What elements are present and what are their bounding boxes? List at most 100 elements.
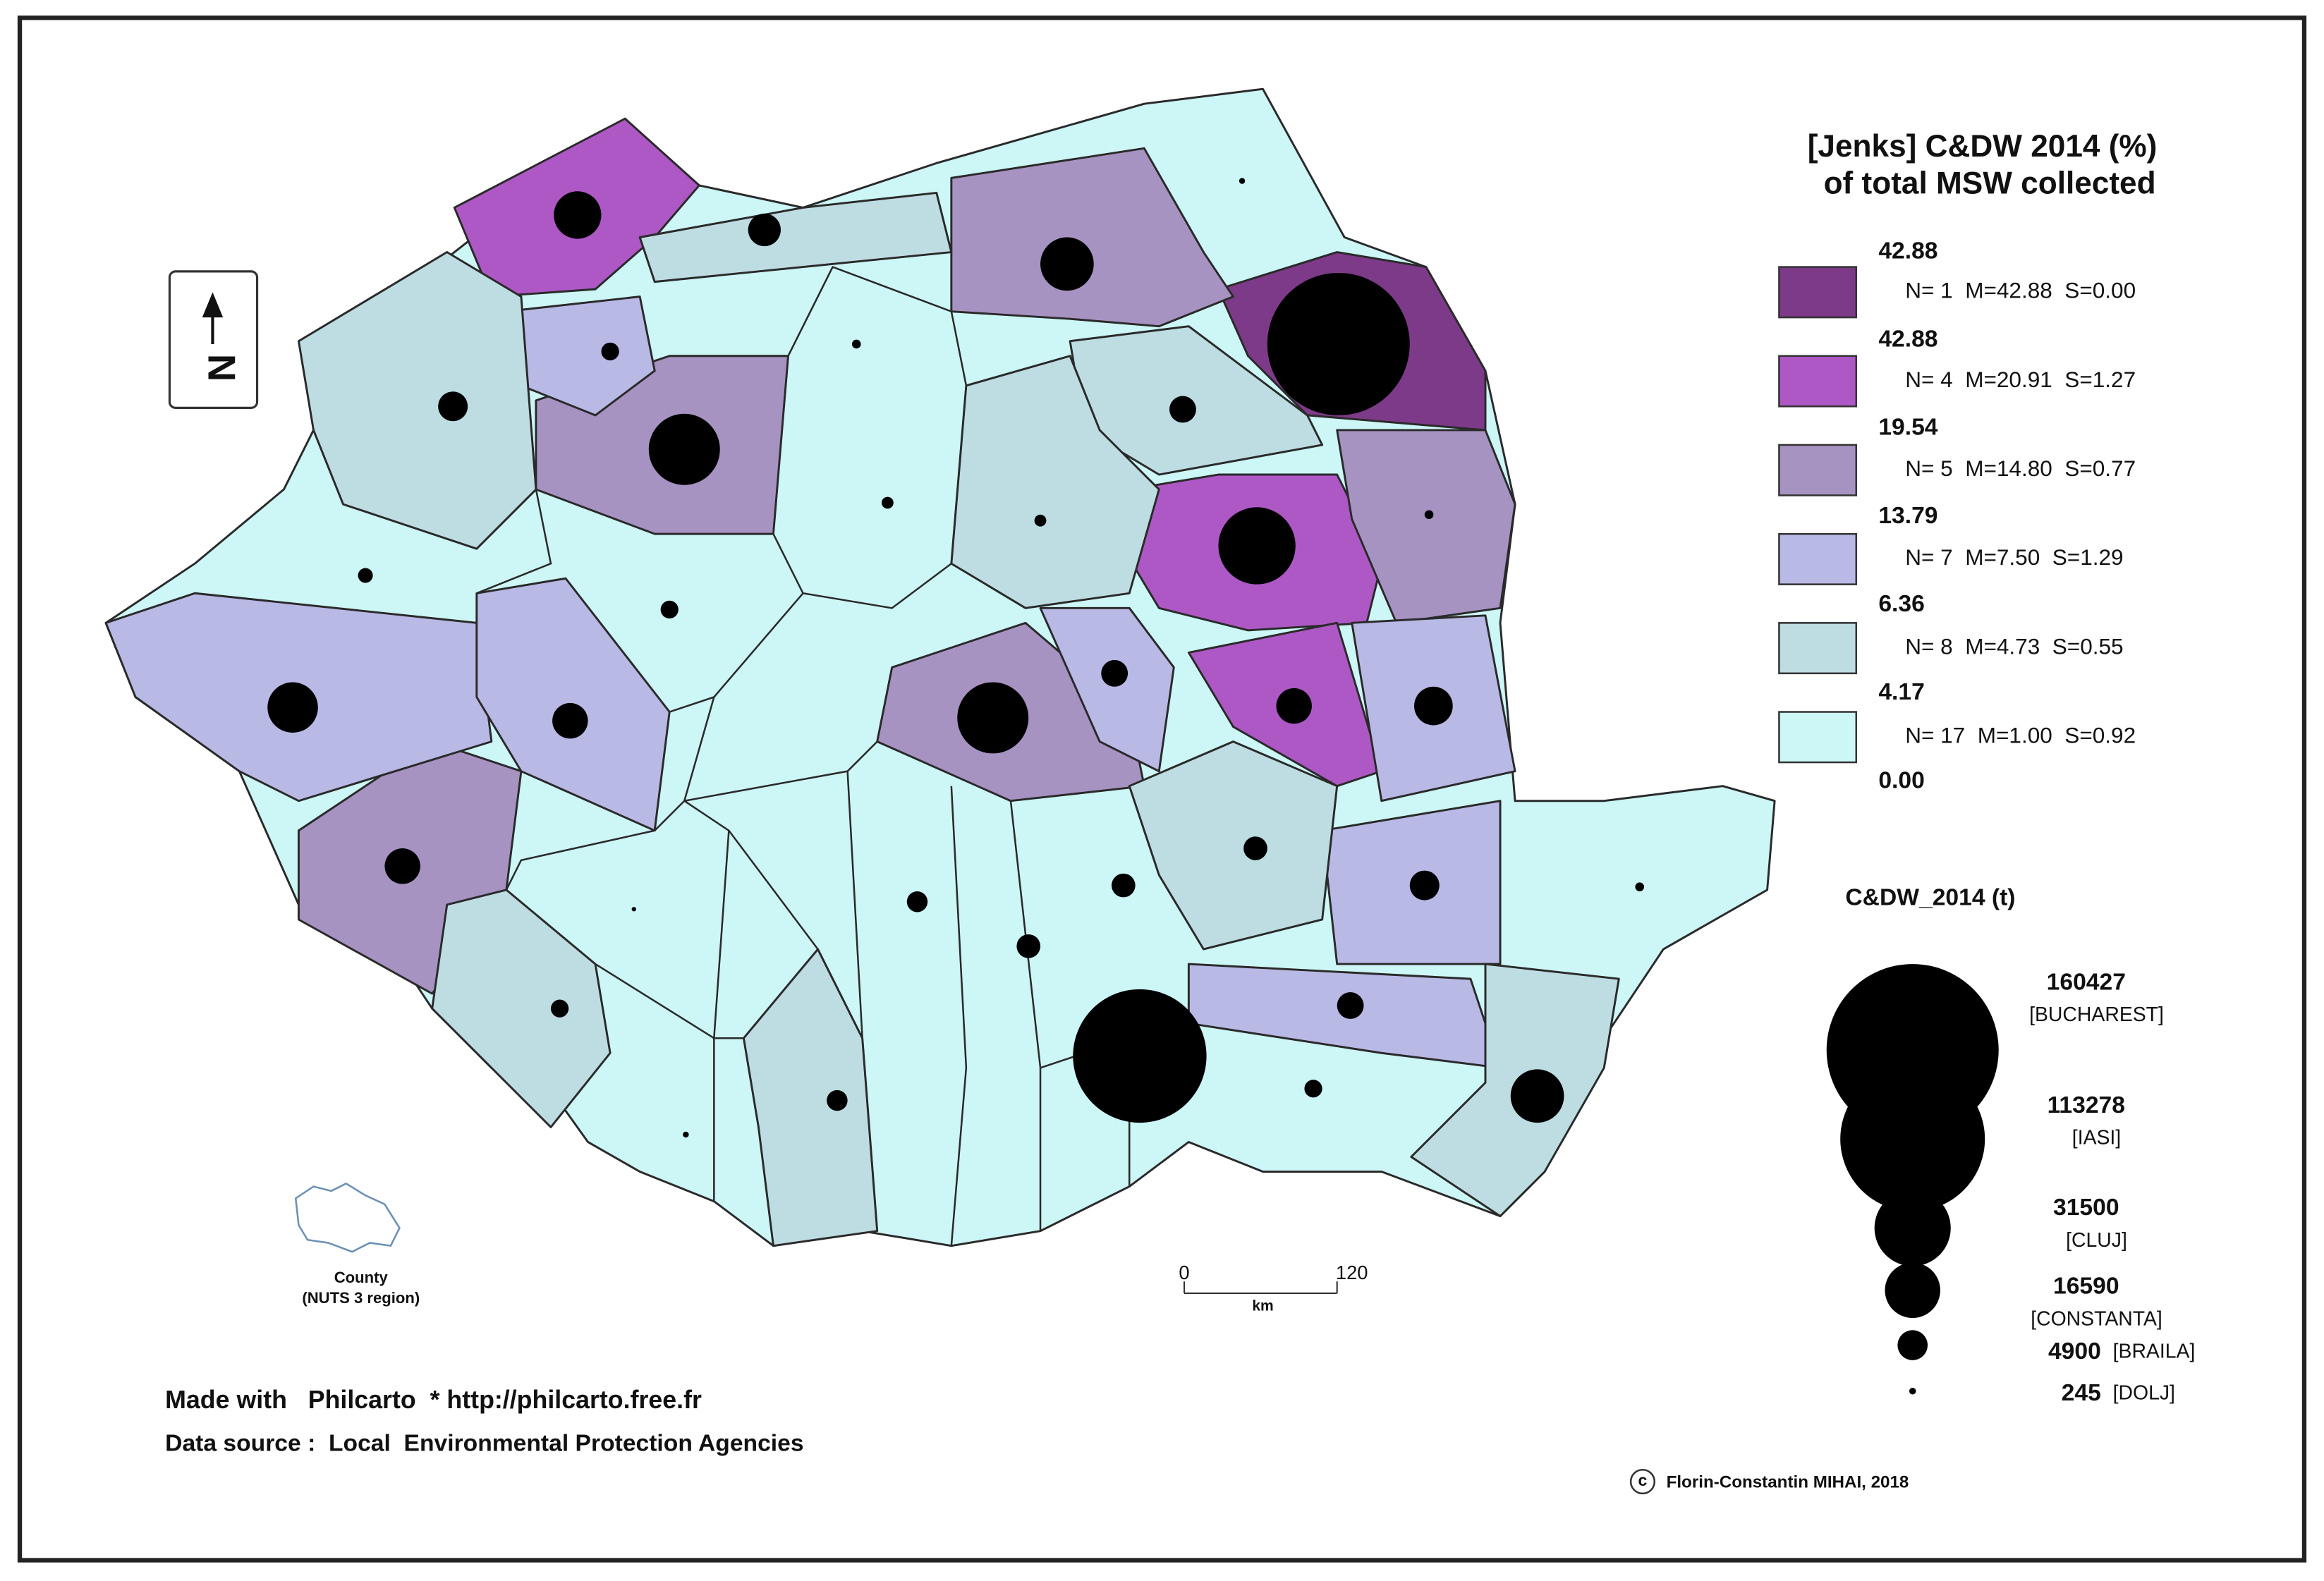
circle — [1239, 178, 1246, 184]
circle — [1040, 237, 1094, 291]
class-stats: N= 1 M=42.88 S=0.00 — [1905, 278, 2136, 303]
circle — [1276, 688, 1312, 724]
class-break: 0.00 — [1878, 767, 1924, 793]
legend-title: [Jenks] C&DW 2014 (%) — [1808, 129, 2158, 164]
class-stats: N= 17 M=1.00 S=0.92 — [1905, 723, 2136, 748]
circle — [1337, 992, 1364, 1019]
class-swatch — [1778, 711, 1858, 764]
size-legend-label: [CLUJ] — [2066, 1229, 2127, 1252]
class-break: 42.88 — [1878, 326, 1937, 353]
class-break: 19.54 — [1878, 415, 1937, 441]
class-break: 42.88 — [1878, 238, 1937, 264]
size-legend-circle — [1840, 1066, 1985, 1211]
inset-label: (NUTS 3 region) — [302, 1289, 420, 1307]
circle — [1424, 510, 1434, 520]
size-legend: 160427 [BUCHAREST] 113278 [IASI] 31500 [CLUJ]… — [1826, 964, 2196, 1406]
size-legend-circle — [1874, 1190, 1951, 1266]
copyright-mark: c — [1638, 1471, 1647, 1489]
class-stats: N= 8 M=4.73 S=0.55 — [1905, 633, 2123, 659]
north-arrow-head — [202, 292, 224, 318]
inset-outline — [294, 1182, 401, 1253]
size-legend-value: 160427 — [2047, 969, 2126, 995]
circle — [384, 848, 420, 884]
circle — [660, 600, 679, 619]
class-swatch — [1778, 444, 1858, 496]
scale-end: 120 — [1336, 1262, 1368, 1283]
credit: Made with Philcarto * http://philcarto.f… — [165, 1386, 702, 1414]
circle — [438, 391, 468, 422]
circle — [1267, 272, 1410, 415]
county — [950, 355, 1160, 609]
size-legend-label: [BUCHAREST] — [2029, 1003, 2164, 1026]
county — [297, 251, 537, 550]
circle — [267, 682, 318, 733]
copyright-circle — [1629, 1468, 1656, 1495]
circle — [906, 891, 928, 912]
credit: Data source : Local Environmental Protec… — [165, 1430, 803, 1456]
inset-label: County — [334, 1269, 389, 1286]
circle — [683, 1131, 689, 1138]
circle — [881, 496, 894, 509]
circle — [1414, 686, 1453, 726]
circle — [1111, 873, 1136, 898]
legend-title: of total MSW collected — [1824, 166, 2156, 201]
circle — [554, 191, 602, 239]
class-swatch — [1778, 532, 1858, 585]
county — [1336, 429, 1516, 624]
county — [638, 191, 953, 283]
circle — [1243, 836, 1267, 860]
county-borders — [476, 265, 1131, 1246]
circle — [1034, 514, 1047, 527]
copyright: Florin-Constantin MIHAI, 2018 — [1667, 1473, 1909, 1492]
circle — [851, 339, 861, 349]
class-swatch — [1778, 266, 1858, 319]
scale-start: 0 — [1179, 1262, 1189, 1283]
circle — [550, 999, 569, 1018]
class-stats: N= 4 M=20.91 S=1.27 — [1905, 367, 2136, 392]
circle — [1304, 1080, 1322, 1098]
circle — [648, 413, 720, 485]
circle — [1635, 882, 1645, 892]
class-break: 13.79 — [1878, 503, 1937, 529]
class-swatch — [1778, 355, 1858, 408]
circle — [827, 1089, 848, 1111]
frame — [17, 16, 2307, 1563]
circle — [1016, 934, 1041, 958]
class-stats: N= 5 M=14.80 S=0.77 — [1905, 456, 2136, 481]
county — [431, 889, 612, 1128]
circle — [1073, 989, 1207, 1123]
circle — [957, 682, 1029, 754]
size-legend-value: 245 — [2062, 1380, 2101, 1406]
class-break: 4.17 — [1878, 679, 1924, 705]
north-arrow: N — [168, 270, 259, 409]
north-label: N — [200, 354, 243, 381]
county — [1128, 740, 1339, 951]
class-swatch — [1778, 622, 1858, 675]
class-legend: 42.88 42.88 19.54 13.79 6.36 4.17 0.00 N= 1 M=4… — [1778, 238, 2136, 793]
scale-unit: km — [1252, 1298, 1273, 1314]
size-legend-value: 16590 — [2053, 1273, 2119, 1299]
county — [950, 147, 1234, 328]
size-legend-circle — [1897, 1330, 1928, 1360]
size-legend-circle — [1909, 1388, 1916, 1395]
scale-bar: 0 120 km — [1179, 1262, 1368, 1314]
country-map — [104, 87, 1776, 1247]
size-legend-label: [CONSTANTA] — [2031, 1307, 2162, 1330]
class-break: 6.36 — [1878, 591, 1924, 617]
circle — [1409, 870, 1440, 901]
proportional-circles — [267, 178, 1645, 1138]
circle — [631, 907, 636, 912]
circle — [1510, 1069, 1564, 1123]
circle — [748, 213, 781, 247]
size-legend-label: [DOLJ] — [2113, 1381, 2175, 1404]
class-stats: N= 7 M=7.50 S=1.29 — [1905, 544, 2123, 570]
circle — [358, 568, 373, 583]
inset: County (NUTS 3 region) — [294, 1182, 420, 1307]
size-legend-value: 113278 — [2048, 1092, 2125, 1118]
size-legend-label: [BRAILA] — [2113, 1341, 2196, 1363]
circle — [601, 342, 619, 361]
circle — [1218, 507, 1296, 585]
size-legend-circle — [1885, 1262, 1940, 1319]
circle — [1169, 396, 1196, 423]
